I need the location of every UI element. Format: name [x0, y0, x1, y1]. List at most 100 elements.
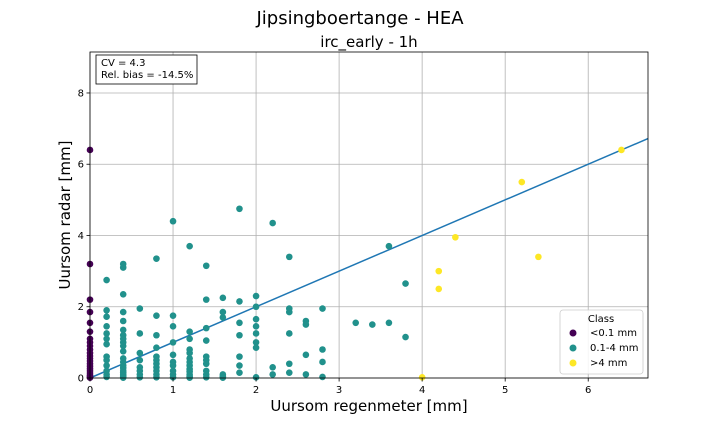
- fit-line: [89, 137, 649, 379]
- data-point: [252, 339, 260, 346]
- data-point: [136, 305, 144, 312]
- data-point: [186, 242, 193, 250]
- data-point: [119, 290, 127, 298]
- data-point: [103, 362, 110, 369]
- data-point: [153, 255, 160, 262]
- data-point: [269, 364, 276, 371]
- data-point: [186, 335, 193, 343]
- data-point: [202, 262, 210, 270]
- data-point: [202, 373, 210, 381]
- data-point: [252, 315, 260, 323]
- data-point: [153, 331, 160, 339]
- legend-marker-high: [569, 359, 577, 367]
- x-tick-label: 4: [419, 385, 425, 396]
- data-point: [302, 321, 310, 328]
- data-point: [285, 308, 293, 316]
- data-point: [236, 298, 243, 305]
- data-point: [169, 351, 177, 359]
- x-tick-label: 5: [502, 385, 508, 396]
- data-point: [252, 323, 260, 330]
- data-point: [219, 314, 227, 321]
- data-point: [252, 303, 260, 311]
- data-point: [385, 242, 393, 250]
- data-point: [302, 351, 310, 359]
- data-point: [285, 330, 293, 337]
- data-point: [285, 253, 293, 261]
- data-point: [252, 344, 260, 352]
- x-tick-label: 3: [336, 385, 342, 396]
- data-point: [169, 323, 177, 330]
- data-point: [319, 373, 326, 381]
- data-point: [153, 344, 160, 352]
- stats-rel-bias: Rel. bias = -14.5%: [101, 70, 193, 81]
- stats-box-frame: [95, 54, 198, 85]
- data-point: [518, 178, 526, 186]
- x-axis-ticks: 0 1 2 3 4 5 6: [87, 378, 591, 396]
- data-point: [285, 360, 293, 368]
- grid: [89, 52, 648, 379]
- data-point: [269, 371, 276, 378]
- data-point: [202, 360, 210, 368]
- data-point: [319, 346, 326, 353]
- data-point: [319, 358, 326, 366]
- data-point: [252, 292, 260, 300]
- data-point: [103, 356, 110, 364]
- data-points: [86, 146, 625, 381]
- data-point: [385, 319, 393, 327]
- data-point: [219, 308, 227, 316]
- data-point: [136, 356, 144, 364]
- data-point: [119, 264, 127, 271]
- data-point: [169, 373, 177, 381]
- data-point: [369, 321, 376, 328]
- fit-line-layer: [89, 137, 649, 379]
- x-tick-label: 1: [170, 385, 176, 396]
- legend-frame: [559, 309, 644, 375]
- data-point: [402, 280, 409, 287]
- data-point: [169, 362, 177, 369]
- y-axis-label: Uursom radar [mm]: [56, 141, 74, 290]
- data-point: [153, 373, 160, 381]
- data-point: [186, 349, 193, 357]
- data-point: [435, 285, 443, 293]
- chart-title: Jipsingboertange - HEA: [255, 8, 464, 29]
- data-point: [169, 312, 177, 319]
- x-axis-label: Uursom regenmeter [mm]: [270, 397, 467, 415]
- legend-label-low: <0.1 mm: [590, 328, 637, 339]
- data-point: [236, 353, 243, 360]
- data-point: [452, 233, 459, 241]
- series-2: [418, 146, 625, 381]
- data-point: [319, 305, 326, 312]
- data-point: [186, 328, 193, 335]
- legend-label-mid: 0.1-4 mm: [590, 343, 639, 354]
- data-point: [136, 373, 144, 381]
- data-point: [153, 312, 160, 319]
- data-point: [103, 276, 110, 284]
- data-point: [119, 326, 127, 334]
- data-point: [352, 319, 360, 327]
- data-point: [236, 362, 243, 369]
- data-point: [202, 337, 210, 344]
- data-point: [435, 267, 443, 275]
- data-point: [202, 296, 210, 303]
- stats-box: CV = 4.3 Rel. bias = -14.5%: [95, 54, 198, 85]
- data-point: [535, 253, 542, 261]
- stats-cv: CV = 4.3: [101, 58, 145, 69]
- data-point: [252, 373, 260, 381]
- legend-label-high: >4 mm: [590, 358, 627, 369]
- x-tick-label: 2: [253, 385, 259, 396]
- data-point: [302, 371, 310, 378]
- data-point: [169, 217, 177, 225]
- y-tick-label: 0: [78, 374, 84, 385]
- legend: Class <0.1 mm 0.1-4 mm >4 mm: [559, 309, 644, 375]
- data-point: [618, 146, 625, 154]
- data-point: [252, 330, 260, 337]
- data-point: [119, 342, 127, 350]
- data-point: [169, 339, 177, 346]
- legend-marker-mid: [569, 344, 577, 352]
- data-point: [103, 323, 110, 330]
- data-point: [119, 317, 127, 325]
- data-point: [219, 294, 227, 302]
- x-tick-label: 6: [585, 385, 591, 396]
- plot-frame: [89, 51, 649, 379]
